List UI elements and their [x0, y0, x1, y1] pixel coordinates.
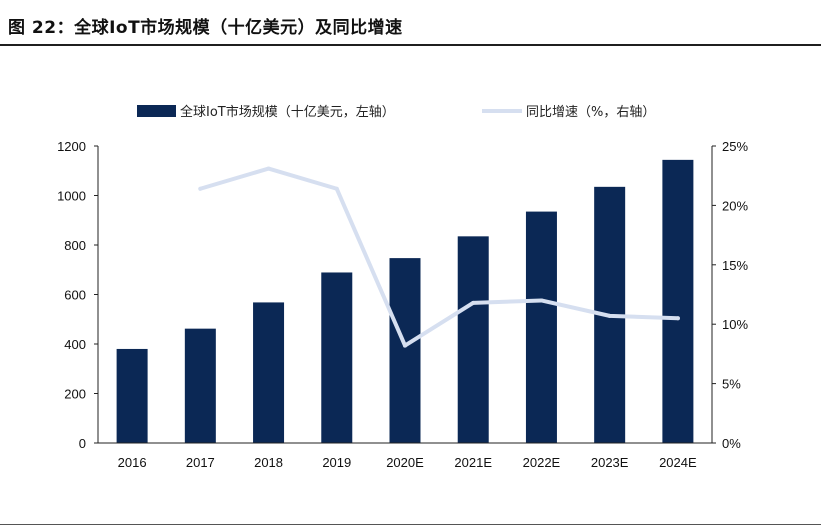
legend-label-line: 同比增速（%，右轴）	[526, 105, 655, 120]
x-tick-label: 2018	[254, 455, 283, 470]
legend-label-bars: 全球IoT市场规模（十亿美元，左轴）	[180, 104, 395, 120]
y-left-tick-label: 200	[64, 387, 86, 402]
y-left-tick-label: 800	[64, 238, 86, 253]
legend-item-bars: 全球IoT市场规模（十亿美元，左轴）	[137, 104, 395, 120]
y-left-tick-label: 0	[79, 436, 86, 451]
bar-2024E	[662, 159, 694, 444]
plot-area: 0 200 400 600 800 1000 1200 0% 5% 10% 15% 20% 25% 201…	[57, 139, 748, 470]
growth-point-2024E	[675, 316, 680, 321]
x-tick-label: 2023E	[591, 455, 629, 470]
x-tick-label: 2017	[186, 455, 215, 470]
legend: 全球IoT市场规模（十亿美元，左轴） 同比增速（%，右轴）	[137, 104, 655, 120]
bar-2021E	[457, 236, 489, 443]
y-left-tick-label: 1000	[57, 189, 86, 204]
y-left-tick-label: 600	[64, 288, 86, 303]
bar-2019	[321, 272, 353, 443]
y-left-tick-label: 1200	[57, 139, 86, 154]
x-tick-label: 2020E	[386, 455, 424, 470]
growth-point-2017	[198, 186, 203, 191]
bar-2017	[184, 328, 216, 443]
y-right-tick-label: 20%	[722, 198, 748, 213]
x-tick-label: 2021E	[454, 455, 492, 470]
growth-point-2020E	[403, 343, 407, 348]
growth-point-2022E	[539, 298, 544, 303]
growth-point-2019	[334, 186, 339, 191]
growth-point-2023E	[607, 313, 612, 318]
y-right-tick-label: 10%	[722, 317, 748, 332]
y-right-tick-label: 0%	[722, 436, 741, 451]
x-tick-label: 2022E	[523, 455, 561, 470]
growth-point-2018	[266, 166, 271, 171]
figure-title: 图 22：全球IoT市场规模（十亿美元）及同比增速	[8, 18, 403, 38]
legend-swatch-bars	[137, 105, 176, 117]
bar-2022E	[525, 211, 557, 443]
growth-point-2021E	[471, 300, 476, 305]
figure-title-bar: 图 22：全球IoT市场规模（十亿美元）及同比增速	[0, 0, 821, 46]
bar-2018	[253, 302, 285, 443]
bar-2020E	[389, 258, 421, 443]
title-underline	[0, 44, 821, 46]
bottom-rule	[0, 524, 821, 525]
legend-item-line: 同比增速（%，右轴）	[482, 105, 655, 120]
y-right-tick-label: 25%	[722, 139, 748, 154]
y-right-tick-label: 15%	[722, 258, 748, 273]
bar-2016	[116, 348, 148, 443]
x-tick-label: 2016	[118, 455, 147, 470]
growth-rate-line	[198, 166, 680, 348]
y-right-tick-label: 5%	[722, 377, 741, 392]
y-left-tick-label: 400	[64, 337, 86, 352]
x-tick-label: 2024E	[659, 455, 697, 470]
x-tick-label: 2019	[322, 455, 351, 470]
